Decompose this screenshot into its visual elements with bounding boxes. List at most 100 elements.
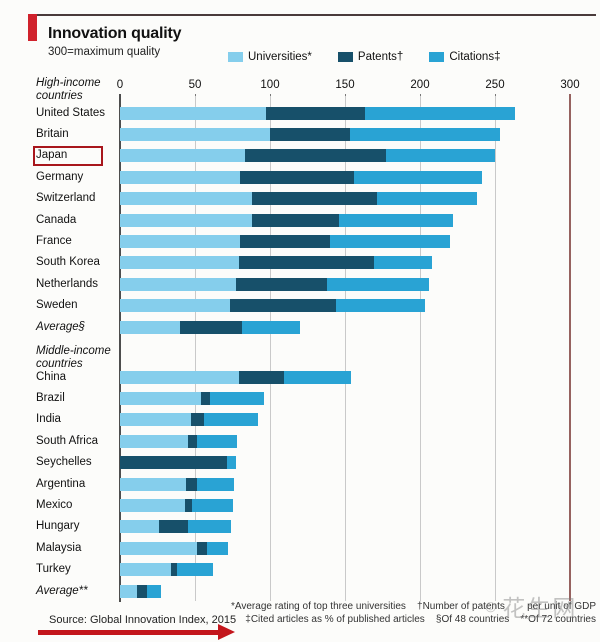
- bar-segment-patents: [229, 299, 336, 313]
- tick-label-150: 150: [335, 79, 355, 91]
- bar-segment-universities: [120, 149, 245, 163]
- bar-segment-patents: [244, 149, 386, 163]
- bar-segment-universities: [120, 391, 201, 405]
- bar-segment-citations: [196, 434, 237, 448]
- country-label: Japan: [36, 149, 68, 162]
- bar-segment-patents: [184, 498, 192, 512]
- gridline-150: [345, 96, 346, 601]
- bar-segment-citations: [207, 541, 228, 555]
- bar-segment-patents: [180, 320, 242, 334]
- bar-segment-citations: [147, 584, 161, 598]
- bar-segment-patents: [171, 563, 177, 577]
- footnote-line-2: ‡Cited articles as % of published articl…: [245, 614, 596, 625]
- bar-segment-universities: [120, 127, 270, 141]
- bar-segment-citations: [210, 391, 264, 405]
- bar-segment-patents: [265, 106, 365, 120]
- footnote-line-1: *Average rating of top three universitie…: [230, 601, 596, 612]
- legend-item-3: Citations‡: [429, 51, 500, 63]
- smiley-icon: ☺: [482, 596, 500, 616]
- bar-segment-citations: [373, 256, 432, 270]
- watermark: ☺ 花生网: [482, 589, 577, 623]
- gridline-100: [270, 96, 271, 601]
- bar-segment-citations: [226, 456, 236, 470]
- bar-segment-universities: [120, 234, 240, 248]
- country-label: Average**: [36, 584, 88, 597]
- bar-segment-universities: [120, 520, 159, 534]
- bar-segment-universities: [120, 320, 180, 334]
- country-label: Mexico: [36, 498, 73, 511]
- gridline-200: [420, 96, 421, 601]
- country-label: Brazil: [36, 391, 65, 404]
- bar-segment-citations: [283, 370, 351, 384]
- legend-label: Universities*: [248, 51, 312, 63]
- country-label: Netherlands: [36, 277, 99, 290]
- bar-segment-universities: [120, 434, 188, 448]
- bar-segment-patents: [252, 213, 339, 227]
- gridline-250: [495, 96, 496, 601]
- bar-segment-citations: [241, 320, 300, 334]
- bar-segment-universities: [120, 277, 236, 291]
- bar-segment-universities: [120, 170, 240, 184]
- bar-segment-patents: [238, 370, 284, 384]
- chart-subtitle: 300=maximum quality: [48, 46, 161, 58]
- bar-segment-patents: [190, 413, 204, 427]
- bar-segment-universities: [120, 106, 266, 120]
- bar-segment-patents: [201, 391, 210, 405]
- bar-segment-patents: [120, 456, 227, 470]
- legend-label: Citations‡: [449, 51, 501, 63]
- bar-segment-citations: [177, 563, 213, 577]
- bar-segment-citations: [339, 213, 453, 227]
- axis-line-zero: [119, 94, 121, 602]
- bar-segment-universities: [120, 256, 239, 270]
- bar-segment-patents: [238, 256, 374, 270]
- bar-segment-patents: [270, 127, 350, 141]
- country-label: South Korea: [36, 256, 100, 269]
- bar-segment-patents: [159, 520, 188, 534]
- tick-label-50: 50: [188, 79, 202, 91]
- tick-label-100: 100: [260, 79, 280, 91]
- bar-segment-citations: [364, 106, 515, 120]
- bar-segment-patents: [187, 434, 197, 448]
- country-label: Germany: [36, 170, 84, 183]
- legend-swatch-icon: [228, 52, 243, 62]
- bar-segment-patents: [240, 170, 354, 184]
- bar-segment-universities: [120, 413, 191, 427]
- bar-segment-universities: [120, 370, 239, 384]
- tick-label-250: 250: [485, 79, 505, 91]
- gridline-50: [195, 96, 196, 601]
- top-rule: [28, 14, 596, 16]
- bar-segment-universities: [120, 498, 185, 512]
- watermark-text: 花生网: [502, 595, 578, 621]
- bar-segment-citations: [330, 234, 450, 248]
- country-label: France: [36, 234, 72, 247]
- bar-segment-citations: [354, 170, 482, 184]
- country-label: Average§: [36, 320, 86, 333]
- country-label: India: [36, 413, 61, 426]
- economist-red-tab: [28, 14, 37, 41]
- bar-segment-universities: [120, 213, 252, 227]
- axis-line-max: [569, 94, 571, 601]
- bar-segment-patents: [136, 584, 147, 598]
- country-label: South Africa: [36, 434, 99, 447]
- country-label: China: [36, 370, 67, 383]
- bar-segment-patents: [186, 477, 197, 491]
- tick-label-0: 0: [116, 79, 124, 91]
- bar-segment-citations: [204, 413, 258, 427]
- red-arrow-head: [218, 624, 235, 640]
- country-label: Turkey: [36, 563, 71, 576]
- legend-swatch-icon: [337, 52, 353, 62]
- tick-label-200: 200: [410, 79, 430, 91]
- country-label: Sweden: [36, 299, 78, 312]
- country-label: Argentina: [36, 477, 86, 490]
- tick-label-300: 300: [560, 79, 580, 91]
- legend-item-1: Universities*: [228, 51, 312, 63]
- bar-segment-universities: [120, 477, 186, 491]
- bar-segment-citations: [385, 149, 495, 163]
- bar-segment-citations: [196, 477, 234, 491]
- legend-item-2: Patents†: [337, 51, 403, 63]
- bar-segment-citations: [192, 498, 233, 512]
- country-label: Canada: [36, 213, 77, 226]
- section-label-1: High-income countries: [36, 77, 101, 102]
- country-label: Switzerland: [36, 192, 96, 205]
